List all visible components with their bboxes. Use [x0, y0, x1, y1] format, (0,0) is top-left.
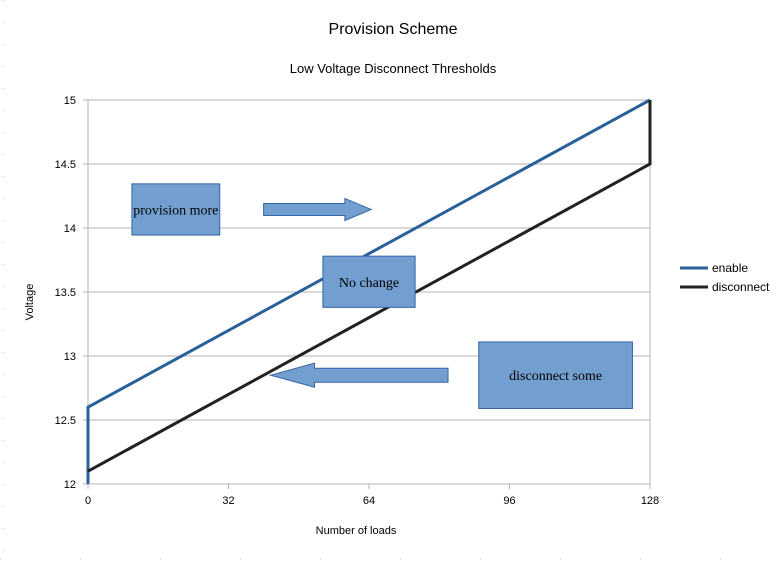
y-tick-label: 14.5 [55, 159, 76, 171]
y-tick-label: 13 [64, 351, 76, 363]
y-tick-labels: 12 12.5 13 13.5 14 14.5 15 [55, 95, 76, 491]
annotations: provision more No change disconnect some [131, 183, 633, 409]
x-axis-label: Number of loads [316, 525, 397, 537]
x-tick-label: 64 [363, 495, 375, 507]
arrow-right-icon [263, 197, 373, 222]
chart-subtitle: Low Voltage Disconnect Thresholds [290, 61, 497, 76]
annotation-box [322, 255, 416, 308]
annotation-box [478, 341, 633, 409]
y-tick-label: 13.5 [55, 287, 76, 299]
x-tick-label: 128 [641, 495, 659, 507]
arrow-left-icon [268, 362, 449, 388]
annotation-text: provision more [133, 203, 218, 218]
series-line-disconnect [87, 100, 652, 473]
x-tick-label: 96 [503, 495, 515, 507]
x-tick-label: 0 [85, 495, 91, 507]
annotation-text: disconnect some [509, 369, 602, 384]
y-tick-label: 12 [64, 479, 76, 491]
legend: enable disconnect [680, 261, 770, 294]
series-lines [86, 98, 652, 484]
legend-label: disconnect [712, 280, 770, 294]
y-tick-label: 15 [64, 95, 76, 107]
x-tick-labels: 0 32 64 96 128 [85, 484, 659, 507]
y-tick-label: 12.5 [55, 415, 76, 427]
annotation-box [131, 183, 221, 236]
y-tick-label: 14 [64, 223, 76, 235]
legend-label: enable [712, 261, 748, 275]
y-axis-label: Voltage [24, 284, 36, 321]
chart-title: Provision Scheme [329, 21, 458, 38]
series-line-enable [86, 98, 651, 484]
annotation-text: No change [339, 276, 399, 291]
x-tick-label: 32 [222, 495, 234, 507]
